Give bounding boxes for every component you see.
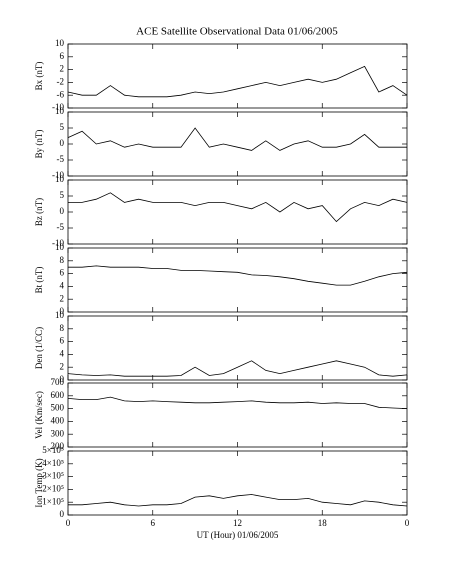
y-tick-label: 300 [51, 428, 65, 438]
y-tick-label: 500 [51, 403, 65, 413]
y-axis-label: Den (1/CC) [34, 327, 44, 369]
y-axis-label: Bz (nT) [34, 198, 44, 226]
y-tick-label: 4×10⁵ [42, 458, 64, 468]
y-tick-label: 3×10⁵ [42, 471, 64, 481]
y-tick-label: 600 [51, 390, 65, 400]
y-tick-label: 5 [60, 190, 65, 200]
y-tick-label: 2 [60, 64, 65, 74]
data-line [68, 192, 408, 223]
y-axis-label: By (nT) [34, 130, 44, 159]
panel-frame [67, 315, 408, 381]
y-tick-label: -10 [52, 238, 64, 248]
x-tick-label: 0 [405, 518, 410, 528]
x-tick-label: 0 [66, 518, 71, 528]
panel-frame [67, 43, 408, 109]
data-line [68, 494, 408, 507]
y-tick-label: -10 [52, 102, 64, 112]
y-tick-label: 6 [60, 336, 65, 346]
x-tick-label: 12 [233, 518, 242, 528]
y-axis-label: Ion Temp (K) [34, 458, 44, 507]
y-tick-label: -2 [57, 76, 65, 86]
y-tick-label: -6 [57, 89, 65, 99]
y-tick-label: 2 [60, 361, 65, 371]
x-tick-label: 6 [151, 518, 156, 528]
y-tick-label: 5×10⁵ [42, 445, 64, 455]
y-tick-label: -10 [52, 170, 64, 180]
y-tick-label: 10 [55, 38, 65, 48]
panel-frame [67, 179, 408, 245]
y-tick-label: 10 [55, 242, 65, 252]
x-axis-label: UT (Hour) 01/06/2005 [197, 530, 279, 540]
data-line [67, 360, 408, 377]
panel-frame [67, 450, 408, 516]
panel-frame [67, 111, 408, 177]
y-axis-label: Vel (Km/sec) [34, 391, 44, 439]
y-tick-label: -5 [57, 154, 65, 164]
x-tick-label: 18 [318, 518, 328, 528]
y-tick-label: 200 [51, 441, 65, 451]
y-tick-label: 10 [55, 174, 65, 184]
panel-frame [67, 382, 408, 448]
y-tick-label: 8 [60, 255, 65, 265]
y-tick-label: 0 [60, 374, 65, 384]
y-tick-label: 0 [60, 138, 65, 148]
y-tick-label: 2 [60, 293, 65, 303]
data-line [67, 65, 408, 98]
y-tick-label: 2×10⁵ [42, 483, 64, 493]
y-tick-label: 4 [60, 280, 65, 290]
y-tick-label: 4 [60, 348, 65, 358]
y-tick-label: 10 [55, 310, 65, 320]
y-tick-label: 1×10⁵ [42, 496, 64, 506]
y-tick-label: 6 [60, 51, 65, 61]
data-line [67, 127, 407, 151]
y-axis-label: Bt (nT) [34, 267, 44, 294]
y-tick-label: 400 [51, 415, 65, 425]
y-axis-label: Bx (nT) [34, 62, 44, 91]
chart-title: ACE Satellite Observational Data 01/06/2… [136, 26, 338, 38]
y-tick-label: 10 [55, 106, 65, 116]
y-tick-label: 0 [60, 206, 65, 216]
y-tick-label: 6 [60, 268, 65, 278]
data-line [68, 265, 408, 286]
y-tick-label: 5 [60, 122, 65, 132]
y-tick-label: -5 [57, 222, 65, 232]
data-line [67, 396, 408, 409]
panel-frame [67, 247, 408, 313]
y-tick-label: 700 [51, 377, 65, 387]
y-tick-label: 0 [60, 509, 65, 519]
y-tick-label: 8 [60, 323, 65, 333]
y-tick-label: 0 [60, 306, 65, 316]
